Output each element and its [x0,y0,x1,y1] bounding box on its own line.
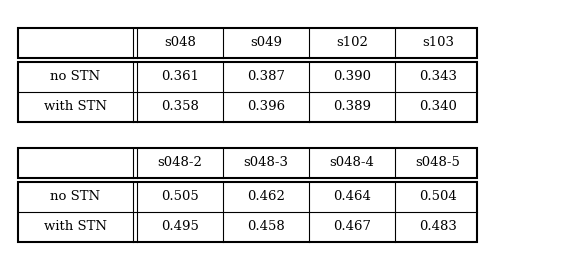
Text: 0.389: 0.389 [333,101,371,114]
Text: s048-2: s048-2 [157,157,202,170]
Text: 0.505: 0.505 [161,191,199,204]
Bar [18,182,477,242]
Text: 0.343: 0.343 [419,70,457,83]
Text: s048-3: s048-3 [244,157,289,170]
Text: s048-4: s048-4 [329,157,374,170]
Text: 0.495: 0.495 [161,220,199,233]
Text: 0.340: 0.340 [419,101,457,114]
Text: 0.462: 0.462 [247,191,285,204]
Text: with STN: with STN [44,101,107,114]
Text: no STN: no STN [50,191,100,204]
Text: 0.483: 0.483 [419,220,457,233]
Text: s048: s048 [164,36,196,49]
Bar [18,28,477,58]
Text: 0.458: 0.458 [247,220,285,233]
Text: 0.358: 0.358 [161,101,199,114]
Text: s102: s102 [336,36,368,49]
Bar [18,148,477,178]
Text: with STN: with STN [44,220,107,233]
Text: 0.504: 0.504 [419,191,457,204]
Text: s048-5: s048-5 [416,157,460,170]
Text: s049: s049 [250,36,282,49]
Text: no STN: no STN [50,70,100,83]
Text: 0.464: 0.464 [333,191,371,204]
Text: 0.390: 0.390 [333,70,371,83]
Bar [18,62,477,122]
Text: 0.467: 0.467 [333,220,371,233]
Text: 0.387: 0.387 [247,70,285,83]
Text: 0.361: 0.361 [161,70,199,83]
Text: s103: s103 [422,36,454,49]
Text: 0.396: 0.396 [247,101,285,114]
